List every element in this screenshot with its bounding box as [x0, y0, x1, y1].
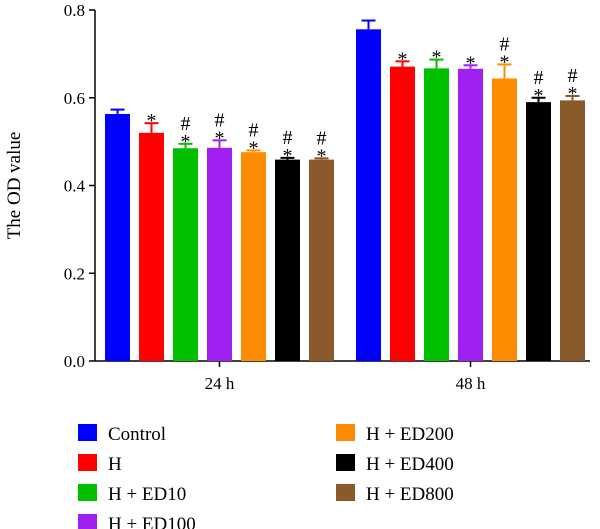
legend-label: H + ED100 [108, 514, 196, 529]
significance-hash: # [500, 33, 510, 55]
bar [173, 148, 198, 361]
legend-swatch [78, 424, 97, 441]
x-tick-label: 24 h [205, 374, 235, 393]
y-tick-label: 0.0 [64, 352, 85, 371]
significance-star: * [568, 83, 578, 105]
significance-star: * [317, 145, 327, 167]
axes: 0.0 0.2 0.4 0.6 0.8 The OD value 24 h 48 h [4, 1, 590, 393]
bar [105, 113, 130, 361]
bar [309, 159, 334, 361]
significance-star: * [147, 110, 157, 132]
legend: Control H H + ED10 H + ED100 H + ED200 H + ED… [78, 424, 454, 529]
y-tick-label: 0.4 [64, 177, 86, 196]
bar [356, 29, 381, 362]
x-tick-label: 48 h [456, 374, 486, 393]
bars: **#*#*#*#*#* * * *#*#*# [105, 19, 585, 362]
significance-hash: # [181, 113, 191, 135]
bar [390, 66, 415, 361]
legend-label: Control [108, 424, 166, 445]
significance-star: * [466, 52, 476, 74]
bar [492, 78, 517, 361]
y-axis-title: The OD value [4, 132, 25, 240]
bar [424, 68, 449, 361]
bar [241, 152, 266, 361]
significance-hash: # [568, 65, 578, 87]
y-tick-label: 0.8 [64, 1, 85, 20]
bar [458, 68, 483, 361]
significance-hash: # [215, 109, 225, 131]
significance-star: * [534, 85, 544, 107]
bar [560, 100, 585, 361]
significance-star: * [500, 51, 510, 73]
bar [139, 132, 164, 361]
legend-swatch [336, 484, 355, 501]
significance-hash: # [534, 67, 544, 89]
legend-label: H [108, 454, 122, 475]
bar [207, 147, 232, 361]
legend-swatch [78, 484, 97, 501]
significance-hash: # [283, 127, 293, 149]
significance-hash: # [249, 119, 259, 141]
bar [526, 102, 551, 361]
significance-star: * [181, 131, 191, 153]
legend-swatch [78, 514, 97, 529]
significance-star: * [398, 48, 408, 70]
significance-hash: # [317, 127, 327, 149]
legend-label: H + ED200 [366, 424, 454, 445]
legend-swatch [78, 454, 97, 471]
legend-swatch [336, 424, 355, 441]
significance-star: * [249, 137, 259, 159]
legend-label: H + ED400 [366, 454, 454, 475]
significance-star: * [283, 145, 293, 167]
significance-star: * [215, 127, 225, 149]
significance-star: * [432, 47, 442, 69]
legend-label: H + ED800 [366, 484, 454, 505]
y-tick-label: 0.2 [64, 264, 85, 283]
y-tick-label: 0.6 [64, 89, 85, 108]
legend-label: H + ED10 [108, 484, 186, 505]
legend-swatch [336, 454, 355, 471]
bar [275, 159, 300, 361]
